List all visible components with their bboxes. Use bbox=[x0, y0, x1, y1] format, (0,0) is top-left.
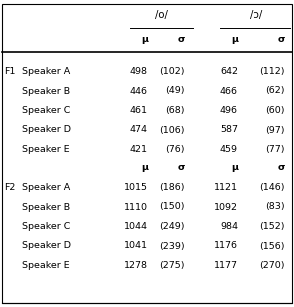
Text: 1177: 1177 bbox=[214, 261, 238, 270]
Text: (76): (76) bbox=[166, 145, 185, 154]
Text: (150): (150) bbox=[160, 203, 185, 212]
Text: Speaker E: Speaker E bbox=[22, 145, 70, 154]
Text: μ: μ bbox=[231, 36, 238, 45]
Text: Speaker C: Speaker C bbox=[22, 106, 70, 115]
Text: (49): (49) bbox=[166, 87, 185, 95]
Text: Speaker D: Speaker D bbox=[22, 242, 71, 251]
Text: μ: μ bbox=[231, 164, 238, 173]
Text: σ: σ bbox=[278, 36, 285, 45]
Text: 496: 496 bbox=[220, 106, 238, 115]
Text: σ: σ bbox=[178, 164, 185, 173]
Text: 498: 498 bbox=[130, 67, 148, 76]
Text: 1044: 1044 bbox=[124, 222, 148, 231]
Text: (83): (83) bbox=[265, 203, 285, 212]
Text: (239): (239) bbox=[159, 242, 185, 251]
Text: (146): (146) bbox=[260, 183, 285, 192]
Text: 984: 984 bbox=[220, 222, 238, 231]
Text: (186): (186) bbox=[160, 183, 185, 192]
Text: 1041: 1041 bbox=[124, 242, 148, 251]
Text: 466: 466 bbox=[220, 87, 238, 95]
Text: Speaker A: Speaker A bbox=[22, 183, 70, 192]
Text: μ: μ bbox=[141, 164, 148, 173]
Text: 459: 459 bbox=[220, 145, 238, 154]
Text: 446: 446 bbox=[130, 87, 148, 95]
Text: 1092: 1092 bbox=[214, 203, 238, 212]
Text: σ: σ bbox=[178, 36, 185, 45]
Text: 461: 461 bbox=[130, 106, 148, 115]
Text: (60): (60) bbox=[265, 106, 285, 115]
Text: Speaker B: Speaker B bbox=[22, 203, 70, 212]
Text: 1121: 1121 bbox=[214, 183, 238, 192]
Text: (275): (275) bbox=[160, 261, 185, 270]
Text: (102): (102) bbox=[160, 67, 185, 76]
Text: F2: F2 bbox=[4, 183, 15, 192]
Text: (156): (156) bbox=[260, 242, 285, 251]
Text: (77): (77) bbox=[265, 145, 285, 154]
Text: Speaker C: Speaker C bbox=[22, 222, 70, 231]
Text: (68): (68) bbox=[166, 106, 185, 115]
Text: (62): (62) bbox=[265, 87, 285, 95]
Text: Speaker D: Speaker D bbox=[22, 126, 71, 134]
Text: σ: σ bbox=[278, 164, 285, 173]
Text: Speaker A: Speaker A bbox=[22, 67, 70, 76]
Text: Speaker B: Speaker B bbox=[22, 87, 70, 95]
Text: (249): (249) bbox=[160, 222, 185, 231]
Text: F1: F1 bbox=[4, 67, 15, 76]
Text: /o/: /o/ bbox=[155, 10, 168, 20]
Text: (270): (270) bbox=[260, 261, 285, 270]
Text: μ: μ bbox=[141, 36, 148, 45]
Text: 1176: 1176 bbox=[214, 242, 238, 251]
Text: 1278: 1278 bbox=[124, 261, 148, 270]
Text: 421: 421 bbox=[130, 145, 148, 154]
Text: /ɔ/: /ɔ/ bbox=[250, 10, 263, 20]
Text: 1110: 1110 bbox=[124, 203, 148, 212]
Text: (106): (106) bbox=[160, 126, 185, 134]
Text: (112): (112) bbox=[260, 67, 285, 76]
Text: 587: 587 bbox=[220, 126, 238, 134]
Text: 474: 474 bbox=[130, 126, 148, 134]
Text: (97): (97) bbox=[265, 126, 285, 134]
Text: 642: 642 bbox=[220, 67, 238, 76]
Text: Speaker E: Speaker E bbox=[22, 261, 70, 270]
Text: (152): (152) bbox=[260, 222, 285, 231]
Text: 1015: 1015 bbox=[124, 183, 148, 192]
